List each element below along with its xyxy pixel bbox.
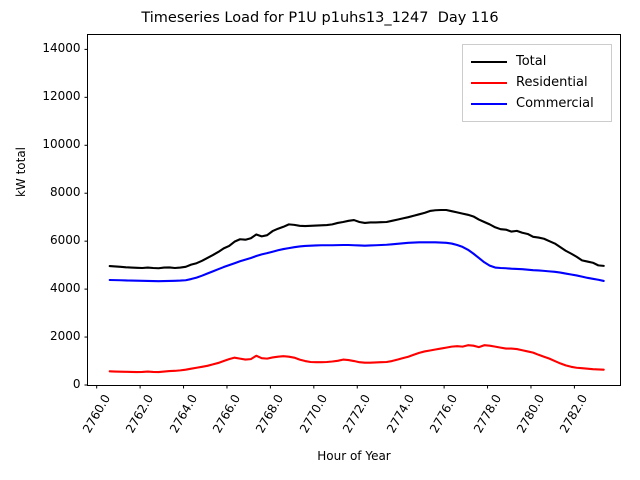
legend-line-swatch-icon: [471, 60, 507, 63]
legend-entry: Commercial: [471, 93, 603, 114]
legend-line-swatch-icon: [471, 102, 507, 105]
y-tick-label: 12000: [42, 89, 81, 104]
y-tick-label: 4000: [49, 281, 81, 296]
legend-entry: Total: [471, 51, 603, 72]
y-tick-label: 2000: [49, 329, 81, 344]
y-axis-label: kW total: [14, 146, 28, 198]
y-tick-label: 0: [72, 377, 81, 391]
legend-label: Commercial: [516, 96, 594, 111]
series-line-total: [108, 208, 605, 270]
y-tick-label: 8000: [49, 185, 81, 200]
chart-title: Timeseries Load for P1U p1uhs13_1247 Day…: [141, 10, 499, 26]
tick-marks: [84, 48, 575, 389]
x-axis-label: Hour of Year: [317, 449, 391, 463]
series-lines: [108, 208, 605, 374]
legend-label: Residential: [516, 75, 588, 90]
series-line-residential: [108, 344, 605, 374]
y-tick-label: 6000: [49, 233, 81, 248]
legend-line-swatch-icon: [471, 81, 507, 84]
axes-frame: [87, 34, 621, 386]
legend-label: Total: [516, 54, 547, 69]
series-line-commercial: [108, 241, 605, 283]
legend-entry: Residential: [471, 72, 603, 93]
chart-legend: Total Residential Commercial: [462, 44, 612, 122]
y-tick-label: 10000: [42, 137, 81, 152]
y-tick-label: 14000: [42, 41, 81, 56]
